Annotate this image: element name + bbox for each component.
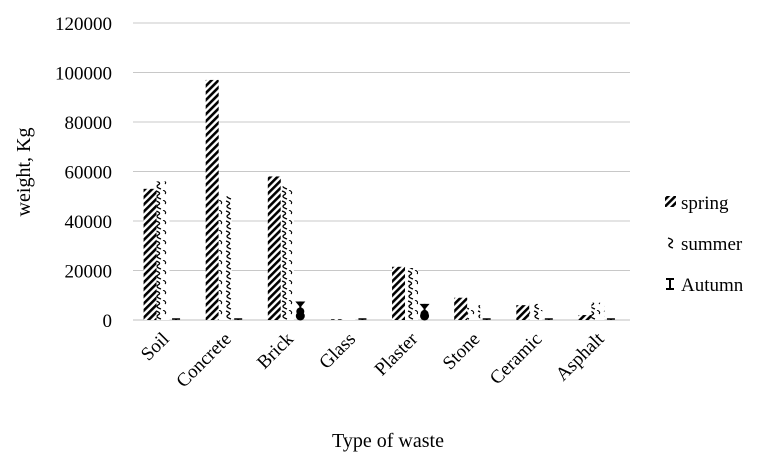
bar-spring-soil	[143, 188, 157, 320]
x-tick-label: Asphalt	[552, 328, 609, 385]
bar-summer-brick	[280, 186, 294, 320]
bar-autumn-soil	[172, 318, 181, 320]
x-tick-label: Soil	[137, 329, 174, 366]
x-tick-label: Stone	[439, 329, 484, 374]
y-tick-label: 20000	[65, 262, 113, 283]
legend-item-summer: summer	[667, 234, 743, 255]
bar-spring-glass	[329, 319, 343, 320]
legend-label: Autumn	[681, 275, 744, 296]
x-tick-label: Plaster	[371, 328, 423, 380]
y-tick-label: 120000	[55, 14, 112, 35]
bar-spring-stone	[454, 297, 468, 320]
y-tick-label: 80000	[65, 113, 113, 134]
bar-spring-asphalt	[578, 315, 592, 320]
bar-autumn-plaster	[419, 303, 430, 321]
y-axis-title: weight, Kg	[13, 128, 35, 217]
y-tick-label: 100000	[55, 64, 112, 85]
bar-autumn-glass	[358, 318, 367, 320]
bar-autumn-brick	[295, 301, 306, 321]
x-axis-title: Type of waste	[332, 430, 444, 452]
bar-summer-plaster	[405, 268, 419, 320]
legend: spring summer Autumn	[665, 193, 744, 296]
x-tick-label: Ceramic	[486, 329, 546, 389]
x-tick-label: Glass	[315, 329, 360, 374]
y-axis: 0 20000 40000 60000 80000 100000 120000	[55, 14, 112, 332]
bar-spring-ceramic	[516, 305, 530, 320]
y-tick-label: 40000	[65, 212, 113, 233]
x-tick-label: Concrete	[172, 329, 235, 392]
legend-item-autumn: Autumn	[666, 275, 744, 296]
bar-autumn-ceramic	[544, 318, 553, 320]
legend-label: summer	[681, 234, 743, 255]
bar-summer-ceramic	[529, 303, 543, 320]
bar-autumn-asphalt	[606, 318, 615, 320]
bar-summer-concrete	[218, 196, 232, 320]
bar-spring-concrete	[205, 79, 219, 320]
legend-swatch	[665, 196, 676, 207]
bar-spring-brick	[267, 176, 281, 320]
y-tick-label: 60000	[65, 163, 113, 184]
legend-swatch	[667, 237, 674, 249]
x-tick-label: Brick	[253, 328, 298, 373]
legend-item-spring: spring	[665, 193, 729, 214]
bar-summer-soil	[156, 181, 170, 320]
bar-summer-stone	[467, 305, 481, 320]
legend-label: spring	[681, 193, 729, 214]
bar-spring-plaster	[392, 266, 406, 320]
y-tick-label: 0	[103, 311, 113, 332]
bars	[143, 79, 615, 321]
bar-summer-glass	[342, 319, 356, 320]
bar-summer-asphalt	[591, 302, 605, 320]
bar-autumn-stone	[482, 318, 491, 320]
bar-autumn-concrete	[234, 318, 243, 320]
